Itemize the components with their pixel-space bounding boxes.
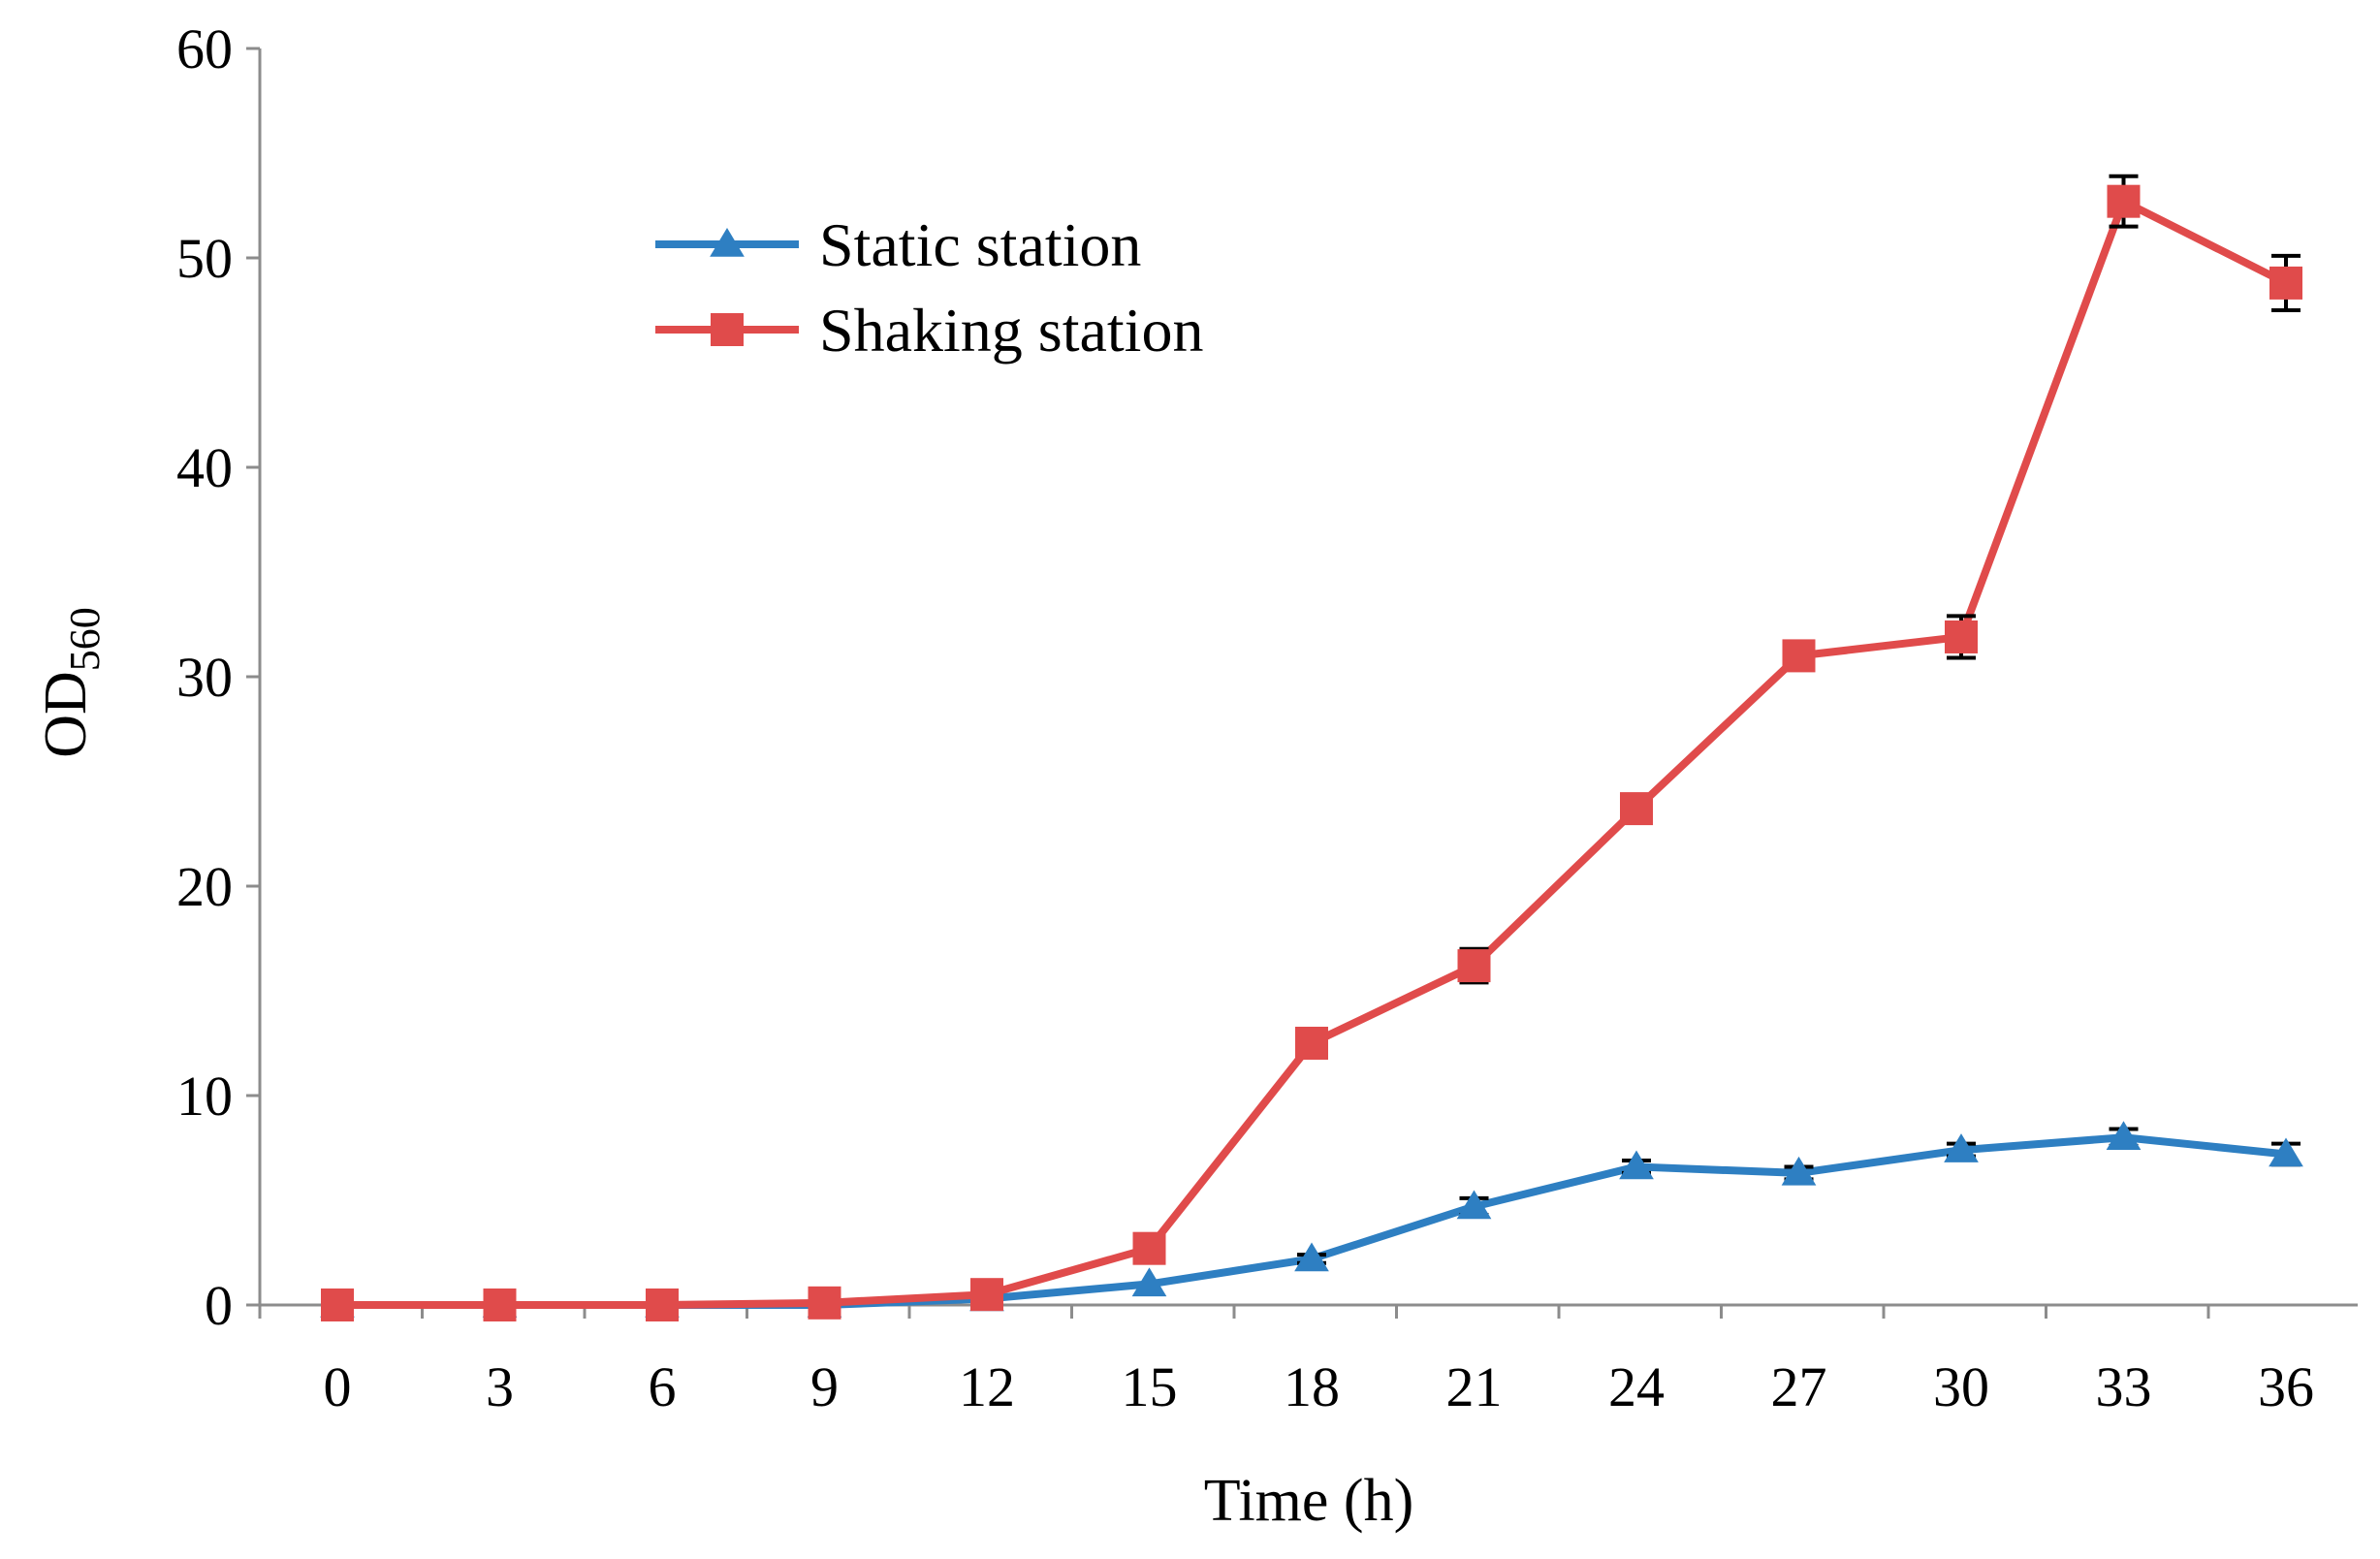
x-tick-label: 21	[1446, 1355, 1503, 1418]
y-tick-label: 10	[176, 1065, 233, 1128]
data-point	[1619, 1150, 1654, 1180]
series-static	[320, 1121, 2303, 1318]
x-tick-label: 9	[810, 1355, 839, 1418]
data-point	[2269, 266, 2302, 300]
y-tick-label: 50	[176, 227, 233, 290]
data-point	[1295, 1027, 1328, 1060]
y-tick-label: 20	[176, 855, 233, 918]
x-tick-label: 3	[486, 1355, 514, 1418]
x-tick-label: 0	[324, 1355, 352, 1418]
x-tick-label: 36	[2258, 1355, 2314, 1418]
data-point	[808, 1286, 841, 1320]
y-axis-ticks: 0 10 20 30 40 50 60	[176, 17, 260, 1337]
data-point	[1945, 620, 1978, 653]
y-tick-label: 40	[176, 436, 233, 499]
data-point	[2269, 1137, 2303, 1167]
data-point	[970, 1278, 1003, 1312]
y-tick-label: 0	[205, 1274, 233, 1337]
x-tick-label: 15	[1122, 1355, 1178, 1418]
legend-item-shaking: Shaking station	[655, 296, 1203, 365]
series-line	[337, 197, 2288, 1309]
y-axis-title: OD560	[33, 607, 109, 758]
data-point	[1132, 1231, 1166, 1265]
data-point	[1944, 1133, 1979, 1162]
y-axis-title-subscript: 560	[61, 607, 109, 671]
data-point	[1456, 1190, 1492, 1220]
legend: Static station Shaking station	[655, 210, 1203, 365]
legend-marker-shaking	[711, 313, 744, 346]
x-tick-label: 18	[1284, 1355, 1340, 1418]
series-layer	[320, 174, 2303, 1321]
x-axis-title: Time (h)	[1204, 1468, 1413, 1534]
data-point	[1782, 639, 1816, 673]
y-tick-label: 60	[176, 17, 233, 80]
x-tick-label: 30	[1933, 1355, 1989, 1418]
data-point	[646, 1289, 679, 1321]
legend-marker-static	[710, 228, 745, 257]
x-tick-label: 6	[649, 1355, 677, 1418]
data-point	[1294, 1242, 1329, 1272]
x-tick-label: 27	[1771, 1355, 1827, 1418]
legend-label-static: Static station	[819, 210, 1141, 279]
series-shaking	[321, 174, 2302, 1321]
series-line	[337, 1133, 2287, 1309]
data-point	[483, 1289, 517, 1321]
x-tick-label: 33	[2096, 1355, 2152, 1418]
y-axis-title-main: OD	[33, 671, 99, 758]
y-tick-label: 30	[176, 646, 233, 709]
data-point	[2106, 1121, 2142, 1150]
data-point	[1457, 949, 1491, 983]
data-point	[321, 1289, 354, 1321]
x-tick-label: 12	[959, 1355, 1015, 1418]
data-point	[1131, 1267, 1167, 1297]
x-axis-ticks: 0 3 6 9 12 15 18 21 24 27 30 33 36	[258, 1305, 2314, 1418]
legend-item-static: Static station	[655, 210, 1141, 279]
data-point	[1620, 792, 1653, 826]
data-point	[1781, 1156, 1817, 1186]
legend-label-shaking: Shaking station	[819, 296, 1203, 365]
data-point	[2107, 184, 2141, 218]
x-tick-label: 24	[1608, 1355, 1665, 1418]
